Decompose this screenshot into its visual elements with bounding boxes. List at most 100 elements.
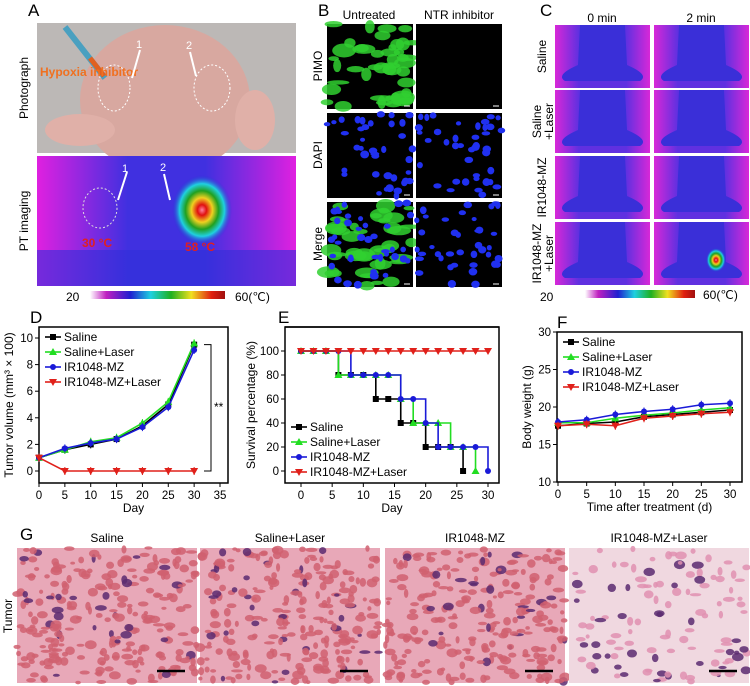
cell: [96, 680, 107, 684]
cell: [313, 562, 321, 572]
cell: [190, 570, 199, 576]
cell: [526, 658, 536, 662]
legend-label: Saline+Laser: [64, 345, 134, 359]
cell: [547, 619, 553, 625]
cell: [158, 557, 171, 564]
cell: [238, 588, 248, 597]
nucleus: [447, 279, 457, 288]
histology-title: Saline: [90, 531, 124, 545]
nucleus: [381, 249, 390, 254]
cell: [175, 547, 187, 555]
cell: [496, 665, 509, 671]
cell: [304, 556, 310, 564]
cell: [297, 592, 303, 598]
nucleus: [432, 570, 441, 579]
cell: [469, 638, 476, 647]
data-point: [582, 421, 591, 429]
cell: [643, 590, 654, 599]
nucleus: [401, 179, 408, 187]
nucleus: [53, 612, 64, 621]
nucleus: [405, 170, 412, 175]
cell: [228, 628, 235, 636]
nucleus: [381, 145, 387, 154]
cell: [65, 646, 75, 655]
cell: [52, 623, 62, 632]
cell: [66, 600, 72, 609]
cell: [329, 569, 340, 579]
data-point: [459, 348, 468, 355]
pimo-stain: [386, 54, 399, 66]
mouse-silhouette: [561, 222, 644, 278]
cell: [737, 596, 743, 601]
cell: [209, 598, 217, 605]
cell: [163, 622, 176, 629]
cell: [69, 615, 82, 624]
row-label-line: IR1048-MZ: [535, 157, 549, 217]
cell: [560, 610, 565, 615]
cell: [304, 572, 313, 581]
nucleus: [740, 666, 750, 675]
pimo-stain: [354, 43, 369, 53]
cell: [523, 631, 533, 635]
micrograph-pimo-untreated: [320, 20, 422, 112]
legend-label: IR1048-MZ+Laser: [64, 375, 161, 389]
cell: [533, 652, 540, 660]
cell: [271, 546, 279, 553]
nucleus: [495, 115, 501, 121]
cell: [411, 669, 417, 673]
data-point: [50, 334, 56, 340]
nucleus: [92, 624, 97, 631]
cell: [292, 670, 304, 680]
cell: [197, 552, 208, 561]
cell: [404, 648, 412, 655]
nucleus: [626, 649, 638, 658]
cell: [16, 624, 25, 629]
data-point: [396, 348, 405, 355]
mouse-leg: [45, 114, 115, 146]
nucleus: [619, 672, 629, 678]
nucleus: [249, 604, 255, 611]
nucleus: [402, 553, 412, 562]
y-tick-label: 30: [538, 327, 551, 339]
cell: [436, 668, 444, 676]
cell: [689, 593, 702, 597]
cell: [705, 554, 712, 563]
nucleus: [490, 231, 498, 236]
data-point: [321, 348, 330, 355]
cell: [48, 651, 59, 656]
cell: [355, 577, 360, 585]
cell: [720, 642, 733, 646]
cell: [696, 568, 703, 578]
nucleus: [160, 637, 169, 643]
pimo-stain: [346, 66, 365, 73]
cell: [740, 610, 748, 614]
nucleus: [454, 577, 467, 583]
cell: [398, 678, 404, 683]
arrow-1-label: 1: [136, 39, 142, 51]
nucleus: [23, 598, 34, 604]
pimo-stain: [380, 48, 401, 57]
cell: [20, 600, 27, 610]
cell: [210, 608, 218, 617]
nucleus: [382, 272, 389, 278]
nucleus: [731, 638, 742, 644]
cell: [358, 612, 365, 617]
nucleus: [359, 650, 371, 654]
cell: [321, 600, 328, 608]
data-point: [384, 348, 393, 355]
row-label-line: IR1048-MZ: [530, 223, 544, 283]
cell: [538, 614, 549, 621]
cell: [281, 633, 289, 638]
cell: [483, 675, 491, 681]
cell: [111, 612, 120, 619]
legend-item: IR1048-MZ: [45, 360, 124, 374]
cell: [572, 571, 579, 576]
nucleus: [475, 226, 484, 234]
cell: [185, 656, 190, 660]
pimo-stain: [364, 20, 375, 34]
cell: [127, 568, 137, 572]
cell: [50, 580, 60, 587]
significance-bracket: [204, 344, 212, 472]
x-tick-label: 30: [724, 489, 737, 501]
x-tick-label: 15: [388, 490, 401, 502]
